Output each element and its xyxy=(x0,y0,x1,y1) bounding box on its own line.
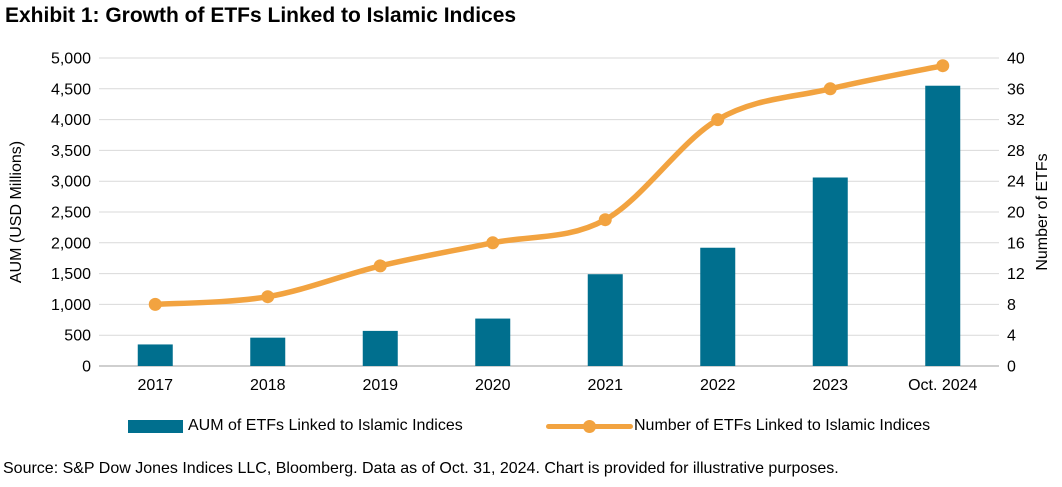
aum-bar xyxy=(812,177,848,366)
legend-line-dot xyxy=(583,420,596,433)
right-axis-tick-label: 12 xyxy=(1007,266,1025,283)
right-axis-title: Number of ETFs xyxy=(1034,153,1051,270)
right-axis-tick-label: 20 xyxy=(1007,205,1025,222)
aum-legend-swatch-icon xyxy=(128,420,183,433)
source-note: Source: S&P Dow Jones Indices LLC, Bloom… xyxy=(3,460,839,477)
right-axis-tick-label: 40 xyxy=(1007,51,1025,68)
left-axis-tick-label: 3,000 xyxy=(51,174,91,191)
left-axis-tick-label: 3,500 xyxy=(51,143,91,160)
etf-count-point xyxy=(373,259,387,273)
growth-chart: 0 500 1,000 1,500 2,000 2,500 3,000 3,500 4,000 4… xyxy=(8,51,1051,395)
right-axis-tick-label: 24 xyxy=(1007,174,1025,191)
x-axis-category-label: 2021 xyxy=(587,377,623,394)
right-axis-tick-label: 0 xyxy=(1007,359,1016,376)
left-axis-tick-label: 2,000 xyxy=(51,235,91,252)
x-axis-category-label: 2023 xyxy=(812,377,848,394)
etf-count-legend-marker-icon xyxy=(546,417,633,435)
aum-bar xyxy=(587,274,623,366)
left-axis-tick-label: 0 xyxy=(82,359,91,376)
etf-count-line xyxy=(152,62,946,308)
etf-count-point xyxy=(823,82,837,96)
x-axis-category-label: 2019 xyxy=(362,377,398,394)
legend-item-etf-count: Number of ETFs Linked to Islamic Indices xyxy=(546,417,930,435)
left-axis-title: AUM (USD Millions) xyxy=(8,141,25,283)
x-axis-category-label: 2022 xyxy=(700,377,736,394)
chart-title: Exhibit 1: Growth of ETFs Linked to Isla… xyxy=(5,4,517,27)
aum-bar xyxy=(475,318,511,366)
etf-count-point xyxy=(936,59,950,73)
etf-count-point xyxy=(598,213,612,227)
right-axis-tick-label: 8 xyxy=(1007,297,1016,314)
chart-legend: AUM of ETFs Linked to Islamic Indices Nu… xyxy=(0,417,1062,437)
right-axis-tick-label: 4 xyxy=(1007,328,1016,345)
x-axis-category-label: 2020 xyxy=(475,377,511,394)
etf-count-point xyxy=(486,236,500,250)
etf-count-point xyxy=(711,113,725,127)
aum-legend-label: AUM of ETFs Linked to Islamic Indices xyxy=(188,417,463,434)
right-axis-tick-label: 28 xyxy=(1007,143,1025,160)
left-axis-tick-label: 4,500 xyxy=(51,81,91,98)
right-axis-tick-label: 36 xyxy=(1007,81,1025,98)
etf-count-point xyxy=(261,290,275,304)
left-axis-tick-label: 500 xyxy=(64,328,91,345)
etf-count-point xyxy=(148,297,162,311)
left-axis-tick-label: 2,500 xyxy=(51,205,91,222)
left-axis-tick-label: 1,000 xyxy=(51,297,91,314)
right-axis-tick-label: 32 xyxy=(1007,112,1025,129)
aum-bar xyxy=(362,330,398,366)
aum-bar xyxy=(137,344,173,366)
aum-bar xyxy=(925,85,961,366)
left-axis-tick-label: 1,500 xyxy=(51,266,91,283)
x-axis-category-label: Oct. 2024 xyxy=(908,377,977,394)
x-axis-category-label: 2018 xyxy=(250,377,286,394)
left-axis-tick-label: 5,000 xyxy=(51,51,91,68)
x-axis-category-label: 2017 xyxy=(137,377,173,394)
aum-bar xyxy=(250,337,286,366)
legend-item-aum: AUM of ETFs Linked to Islamic Indices xyxy=(128,417,463,435)
left-axis-tick-label: 4,000 xyxy=(51,112,91,129)
aum-bar xyxy=(700,247,736,366)
right-axis-tick-label: 16 xyxy=(1007,235,1025,252)
etf-count-legend-label: Number of ETFs Linked to Islamic Indices xyxy=(634,417,931,434)
